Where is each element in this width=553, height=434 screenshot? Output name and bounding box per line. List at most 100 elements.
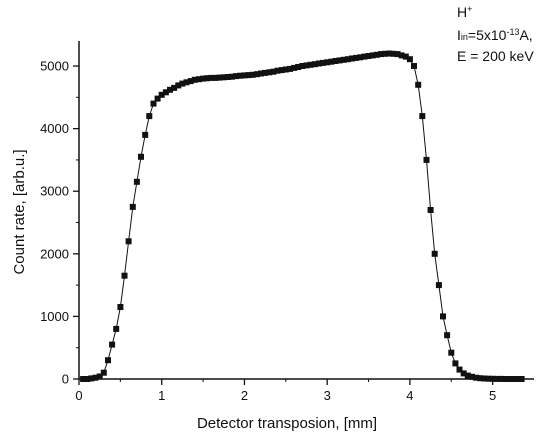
- data-point: [435, 282, 442, 289]
- data-point: [502, 376, 508, 382]
- data-point: [493, 375, 500, 382]
- ion-annotation: H+: [457, 4, 472, 20]
- data-point: [291, 64, 298, 71]
- data-point: [390, 50, 397, 57]
- data-point: [303, 62, 310, 69]
- data-point: [245, 72, 252, 79]
- data-point: [100, 369, 107, 376]
- data-point: [204, 75, 211, 82]
- data-point: [514, 376, 521, 382]
- ion-symbol: H: [457, 4, 468, 20]
- data-point: [220, 74, 227, 81]
- current-subscript: in: [460, 32, 468, 42]
- data-point: [481, 375, 488, 382]
- current-symbol: I: [457, 27, 461, 43]
- x-tick-label: 5: [489, 388, 496, 403]
- current-unit: A,: [519, 27, 533, 43]
- data-point: [142, 131, 149, 138]
- data-point: [229, 73, 235, 80]
- data-point: [162, 89, 169, 96]
- data-point: [357, 54, 364, 61]
- data-point: [324, 59, 331, 66]
- current-exponent: -13: [506, 27, 520, 37]
- data-point: [315, 60, 322, 67]
- data-point: [378, 51, 384, 58]
- data-point: [158, 91, 165, 98]
- data-point: [349, 55, 355, 62]
- data-point: [419, 113, 426, 120]
- data-point: [510, 376, 517, 382]
- data-point: [105, 357, 111, 364]
- axis-ticks: 0 1 2 3 4 5 0 1000 2000 3000 4000 5000: [40, 59, 496, 403]
- data-point: [138, 153, 144, 160]
- data-point: [150, 100, 157, 107]
- x-tick-label: 4: [406, 388, 413, 403]
- data-point: [489, 375, 496, 382]
- data-point: [282, 66, 289, 73]
- energy-annotation: E = 200 keV: [457, 48, 534, 64]
- data-point: [382, 50, 389, 57]
- data-point: [278, 67, 285, 74]
- data-point: [415, 81, 422, 88]
- data-point: [88, 375, 95, 382]
- data-point: [340, 56, 347, 63]
- data-point: [320, 59, 326, 66]
- data-point: [196, 76, 202, 83]
- y-tick-label: 1000: [40, 309, 69, 324]
- data-point: [249, 71, 256, 78]
- data-point: [456, 366, 463, 373]
- data-point: [191, 76, 198, 83]
- y-tick-label: 3000: [40, 184, 69, 199]
- data-point: [270, 68, 277, 75]
- data-point: [125, 238, 132, 245]
- data-point: [295, 64, 302, 70]
- current-equals: =5x10: [467, 27, 507, 43]
- data-point: [406, 56, 413, 63]
- data-point: [365, 53, 372, 59]
- data-point: [373, 51, 380, 58]
- data-point: [336, 57, 343, 64]
- data-point: [233, 73, 240, 80]
- data-point: [154, 95, 161, 102]
- data-point: [332, 58, 339, 64]
- data-point: [187, 78, 194, 85]
- data-point: [171, 84, 178, 91]
- data-point: [117, 304, 124, 310]
- data-point: [299, 63, 306, 69]
- x-tick-label: 0: [75, 388, 82, 403]
- data-point: [452, 360, 459, 367]
- data-point: [485, 375, 492, 382]
- series-line: [83, 52, 522, 380]
- plot-axes: [78, 41, 534, 380]
- data-point: [109, 341, 116, 348]
- data-point: [133, 178, 140, 185]
- data-point: [497, 375, 504, 382]
- data-point: [208, 74, 215, 81]
- data-point: [464, 372, 471, 379]
- data-point: [113, 325, 120, 332]
- data-point: [431, 250, 438, 257]
- y-tick-label: 4000: [40, 121, 69, 136]
- data-point: [398, 52, 405, 59]
- energy-value: E = 200 keV: [457, 48, 534, 64]
- data-point: [427, 207, 434, 213]
- data-point: [386, 50, 393, 57]
- data-point: [179, 80, 186, 87]
- data-point: [469, 373, 475, 380]
- y-tick-label: 0: [62, 372, 69, 387]
- current-annotation: Iin=5x10-13A,: [457, 27, 533, 43]
- data-point: [473, 374, 480, 381]
- data-point: [274, 67, 281, 74]
- data-point: [258, 70, 264, 77]
- ion-charge: +: [467, 4, 473, 14]
- data-point: [328, 58, 335, 65]
- data-point: [262, 69, 269, 76]
- y-tick-label: 2000: [40, 246, 69, 261]
- data-point: [224, 74, 231, 80]
- data-point: [518, 376, 525, 382]
- data-point: [129, 203, 136, 210]
- y-tick-label: 5000: [40, 59, 69, 74]
- data-point: [287, 65, 293, 72]
- data-point: [460, 370, 467, 377]
